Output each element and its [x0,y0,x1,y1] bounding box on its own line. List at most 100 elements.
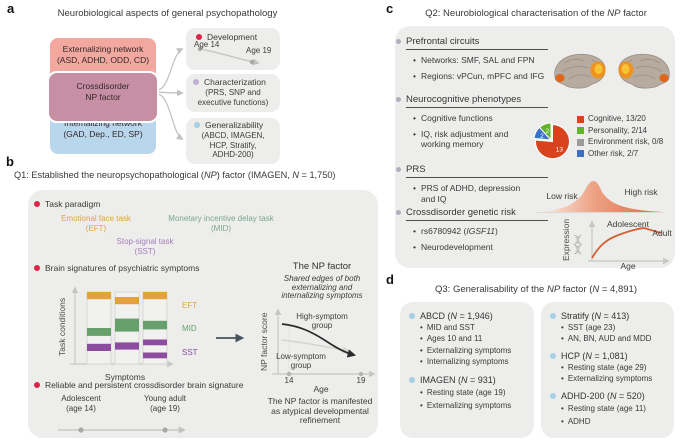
adolescent-label: Adolescent [606,219,650,229]
neurocognitive-bullet-2: IQ, risk adjustment and working memory [413,129,525,150]
characterization-heading: Characterization [193,77,266,87]
development-age-end: Age 19 [246,46,272,55]
cohort-abcd: ABCD (N = 1,946) MID and SST Ages 10 and… [409,311,531,367]
pie-chart: 13 22 [533,122,570,160]
legend-sst: SST [182,348,198,357]
svg-text:13: 13 [556,146,564,153]
internalizing-line2: (GAD, Dep., ED, SP) [63,129,143,139]
adult-label: Adult [652,228,672,238]
timeline-young-adult-label: Young adult (age 19) [144,394,186,413]
dna-icon [572,234,583,255]
task-conditions-axis-label: Task conditions [57,297,67,356]
development-bullet-icon [196,34,202,40]
brain-signatures-bullet-icon [34,265,40,271]
cohort-bullet-icon [550,313,556,319]
bars-group [86,291,168,365]
legend-mid: MID [182,324,197,333]
np-factor-subtitle: Shared edges of both externalizing and i… [281,274,363,300]
internalizing-line1: Internalizing network [64,118,142,128]
cohort-hcp: HCP (N = 1,081) Resting state (age 29) E… [550,351,672,384]
pie-legend-row: Personality, 2/14 [577,126,663,137]
np-factor-chart [272,308,376,378]
cohort-bullet-icon [409,377,415,383]
high-symptom-group-label: High-symptom group [296,312,348,330]
prefrontal-bullet-2: Regions: vPCun, mPFC and IFG [413,71,564,82]
prefrontal-circuits-heading: Prefrontal circuits [396,36,548,50]
symptoms-axis-label: Symptoms [104,372,146,382]
development-age-curve [197,46,260,66]
prefrontal-bullet-1: Networks: SMF, SAL and FPN [413,55,564,66]
expression-axis-label: Expression [561,218,571,261]
expression-age-axis-label: Age [620,261,636,271]
panel-d-right-content: Stratify (N = 413) SST (age 23) AN, BN, … [550,311,672,427]
development-heading: Development [196,32,257,42]
section-bullet-icon [396,97,401,102]
brain-signatures-bullet: Brain signatures of psychiatric symptoms [34,263,199,273]
externalizing-line2: (ASD, ADHD, ODD, CD) [56,55,150,65]
np-caption: The NP factor is manifested as atypical … [267,396,373,425]
timeline-axis [58,426,186,434]
crossdisorder-line1: Crossdisorder [76,81,130,91]
eft-task-label: Emotional face task (EFT) [61,214,131,233]
section-bullet-icon [396,210,401,215]
left-brain-icon [554,53,606,89]
panel-d-title: Q3: Generalisability of the NP factor (N… [435,284,637,295]
generalizability-subtitle: (ABCD, IMAGEN, HCP, Stratify, ADHD-200) [201,131,265,159]
crossdisorder-np-factor-box: Crossdisorder NP factor [47,71,159,123]
pie-legend-swatch [577,138,584,146]
prs-heading: PRS [396,164,548,178]
prs-bullet-1: PRS of ADHD, depression and IQ [413,183,525,204]
cohort-adhd200: ADHD-200 (N = 520) Resting state (age 11… [550,391,672,427]
low-symptom-group-label: Low-symptom group [276,352,326,370]
panel-b-label: b [6,154,14,169]
reliable-signature-bullet: Reliable and persistent crossdisorder br… [34,380,243,390]
panel-a-label: a [7,1,15,16]
np-tick-14: 14 [284,376,294,385]
pie-legend-swatch [577,127,584,135]
panel-c-label: c [386,1,394,16]
externalizing-line1: Externalizing network [62,44,144,54]
section-bullet-icon [396,39,401,44]
generalizability-bullet-icon [194,122,200,128]
neurocognitive-heading: Neurocognitive phenotypes [396,94,548,108]
crossdisorder-line2: NP factor [85,92,121,102]
np-tick-19: 19 [356,376,366,385]
panel-d-left-content: ABCD (N = 1,946) MID and SST Ages 10 and… [409,311,531,411]
brain-signature-chart [70,286,174,368]
expression-age-chart [572,220,670,265]
genetic-risk-heading: Crossdisorder genetic risk [396,207,548,221]
section-arrow-icon [216,333,245,343]
sst-task-label: Stop-signal task (SST) [116,237,174,256]
panel-b-background [28,190,378,438]
cohort-imagen: IMAGEN (N = 931) Resting state (age 19) … [409,375,531,411]
characterization-bullet-icon [193,79,199,85]
np-age-axis-label: Age [313,384,329,394]
right-brain-icon [618,53,670,89]
pie-chart-g: 13 22 [533,122,570,160]
section-neurocognitive: Neurocognitive phenotypes Cognitive func… [396,94,564,150]
mid-task-label: Monetary incentive delay task (MID) [168,214,274,233]
task-paradigm-label: Task paradigm [45,199,101,209]
panel-c-title: Q2: Neurobiological characterisation of … [425,8,647,19]
pie-legend-row: Cognitive, 13/20 [577,114,663,125]
characterization-title: Characterization [204,77,266,87]
pie-legend-row: Environment risk, 0/8 [577,137,663,148]
reliable-signature-bullet-icon [34,382,40,388]
timeline-adolescent-label: Adolescent (age 14) [61,394,101,413]
panel-b-title: Q1: Established the neuropsychopathologi… [14,170,336,180]
section-prs: PRS PRS of ADHD, depression and IQ [396,164,564,204]
pie-legend-row: Other risk, 2/7 [577,149,663,160]
cohort-bullet-icon [550,353,556,359]
reliable-signature-label: Reliable and persistent crossdisorder br… [45,380,244,390]
panel-a-connector-arrows [157,48,184,140]
section-genetic-risk: Crossdisorder genetic risk rs6780942 (IG… [396,207,564,253]
neurocognitive-bullet-1: Cognitive functions [413,113,564,124]
development-age-start: Age 14 [194,40,220,49]
development-title: Development [207,32,258,42]
pie-legend-swatch [577,150,584,158]
task-paradigm-bullet: Task paradigm [34,199,100,209]
generalizability-box [186,118,280,164]
low-risk-label: Low risk [546,191,578,201]
generalizability-title: Generalizability [205,120,264,130]
genetic-risk-bullet-2: Neurodevelopment [413,242,564,253]
